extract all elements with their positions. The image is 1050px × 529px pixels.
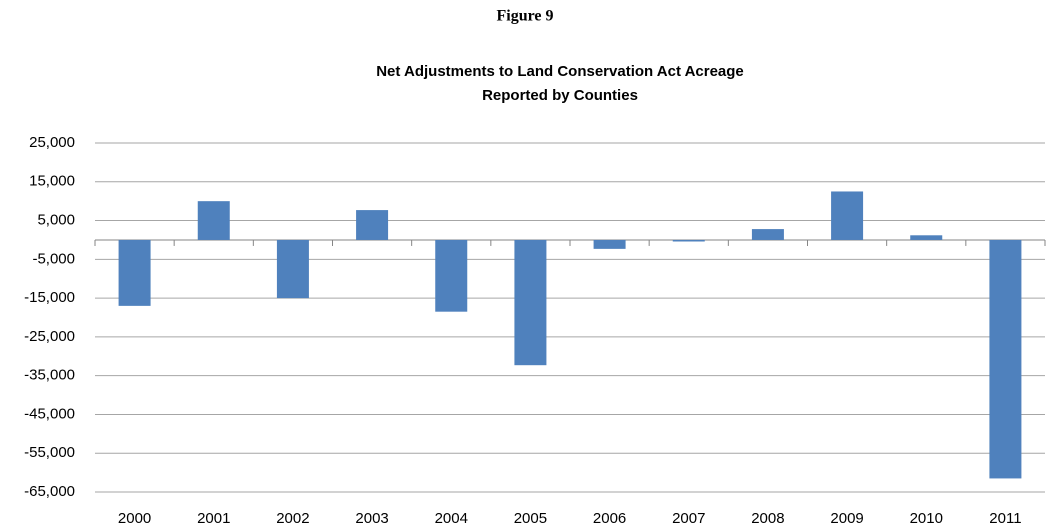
bar [672,239,705,242]
x-tick-label: 2008 [751,510,784,527]
y-tick-label: -25,000 [24,328,75,345]
x-tick-label: 2005 [514,510,547,527]
x-tick-label: 2010 [910,510,943,527]
x-tick-label: 2009 [830,510,863,527]
bar [276,239,309,299]
x-tick-label: 2003 [355,510,388,527]
chart-title: Reported by Counties [482,87,638,104]
bar [831,191,864,240]
x-tick-label: 2007 [672,510,705,527]
bar [197,201,230,240]
y-tick-label: -45,000 [24,405,75,422]
x-tick-label: 2001 [197,510,230,527]
y-tick-label: 25,000 [29,134,75,151]
figure-label: Figure 9 [496,8,553,25]
y-tick-label: -65,000 [24,483,75,500]
bar [910,235,943,240]
bar [514,239,547,366]
bar [118,239,151,306]
y-tick-label: -55,000 [24,444,75,461]
bar [989,239,1022,479]
x-tick-label: 2006 [593,510,626,527]
x-tick-label: 2011 [989,510,1021,527]
chart-title: Net Adjustments to Land Conservation Act… [376,63,744,80]
y-tick-label: 15,000 [29,173,75,190]
x-tick-label: 2002 [276,510,309,527]
bar [593,239,626,249]
y-tick-label: -5,000 [32,250,75,267]
bar [751,229,784,240]
y-tick-label: -15,000 [24,289,75,306]
x-tick-label: 2004 [435,510,468,527]
bar [435,239,468,312]
y-tick-label: 5,000 [37,212,75,229]
x-tick-label: 2000 [118,510,151,527]
y-tick-label: -35,000 [24,367,75,384]
bar [356,210,389,240]
